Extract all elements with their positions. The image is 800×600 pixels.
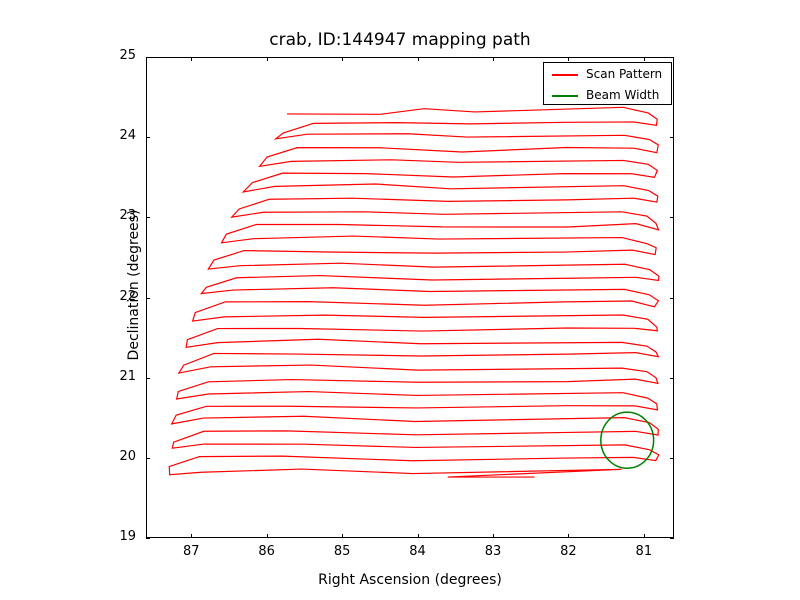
scan-pattern-polyline	[168, 106, 660, 478]
x-tick-mark	[266, 534, 268, 538]
y-tick-mark	[146, 377, 150, 379]
plot-axes: 87 86 85 84 83 82 81 19 20 21 22 23 24 25 Right Asce…	[119, 48, 674, 588]
y-tick-label: 25	[119, 48, 136, 63]
beam-width-series	[600, 411, 655, 470]
chart-canvas	[168, 106, 660, 478]
y-tick-mark	[146, 297, 150, 299]
scan-pattern-series	[168, 106, 660, 478]
y-tick-mark	[146, 137, 150, 139]
x-tick-label: 81	[635, 544, 653, 559]
x-tick-mark	[568, 534, 570, 538]
legend-entry: Scan Pattern	[544, 64, 671, 85]
x-tick-mark-top	[417, 57, 419, 61]
x-tick-mark-top	[266, 57, 268, 61]
x-tick-mark	[342, 534, 344, 538]
y-tick-mark-right	[670, 137, 674, 139]
legend-label: Scan Pattern	[586, 67, 663, 81]
x-axis-label: Right Ascension (degrees)	[318, 572, 502, 588]
y-tick-mark-right	[670, 57, 674, 58]
x-tick-mark	[643, 534, 645, 538]
x-tick-mark-top	[342, 57, 344, 61]
y-axis-label: Declination (degrees)	[126, 209, 142, 361]
y-tick-mark-right	[670, 457, 674, 459]
y-tick-label: 23	[119, 208, 136, 224]
y-tick-mark	[146, 538, 150, 539]
x-tick-label: 84	[409, 544, 426, 559]
x-tick-label: 83	[484, 544, 502, 559]
x-tick-mark-top	[191, 57, 193, 61]
x-tick-mark-top	[568, 57, 570, 61]
x-tick-mark	[417, 534, 419, 538]
y-tick-mark	[146, 217, 150, 219]
legend: Scan Pattern Beam Width	[543, 62, 672, 105]
y-tick-label: 24	[119, 128, 136, 144]
y-tick-label: 21	[119, 368, 136, 384]
legend-entry: Beam Width	[544, 85, 671, 106]
y-tick-label: 19	[119, 529, 136, 544]
x-tick-label: 86	[258, 544, 275, 559]
x-tick-mark	[492, 534, 494, 538]
beam-width-circle	[600, 411, 655, 470]
page-title: crab, ID:144947 mapping path	[269, 30, 531, 50]
y-tick-mark-right	[670, 377, 674, 379]
y-tick-label: 22	[119, 288, 136, 304]
legend-color-swatch	[552, 95, 578, 97]
legend-label: Beam Width	[586, 88, 660, 102]
y-tick-mark-right	[670, 538, 674, 539]
y-tick-mark-right	[670, 297, 674, 299]
x-tick-mark	[191, 534, 193, 538]
x-tick-mark-top	[643, 57, 645, 61]
y-tick-mark	[146, 57, 150, 58]
x-tick-label: 87	[182, 544, 200, 559]
x-tick-label: 85	[333, 544, 351, 559]
y-tick-mark-right	[670, 217, 674, 219]
x-tick-mark-top	[492, 57, 494, 61]
y-tick-mark	[146, 457, 150, 459]
legend-color-swatch	[552, 74, 578, 76]
x-tick-label: 82	[560, 544, 577, 559]
y-tick-label: 20	[119, 448, 136, 464]
